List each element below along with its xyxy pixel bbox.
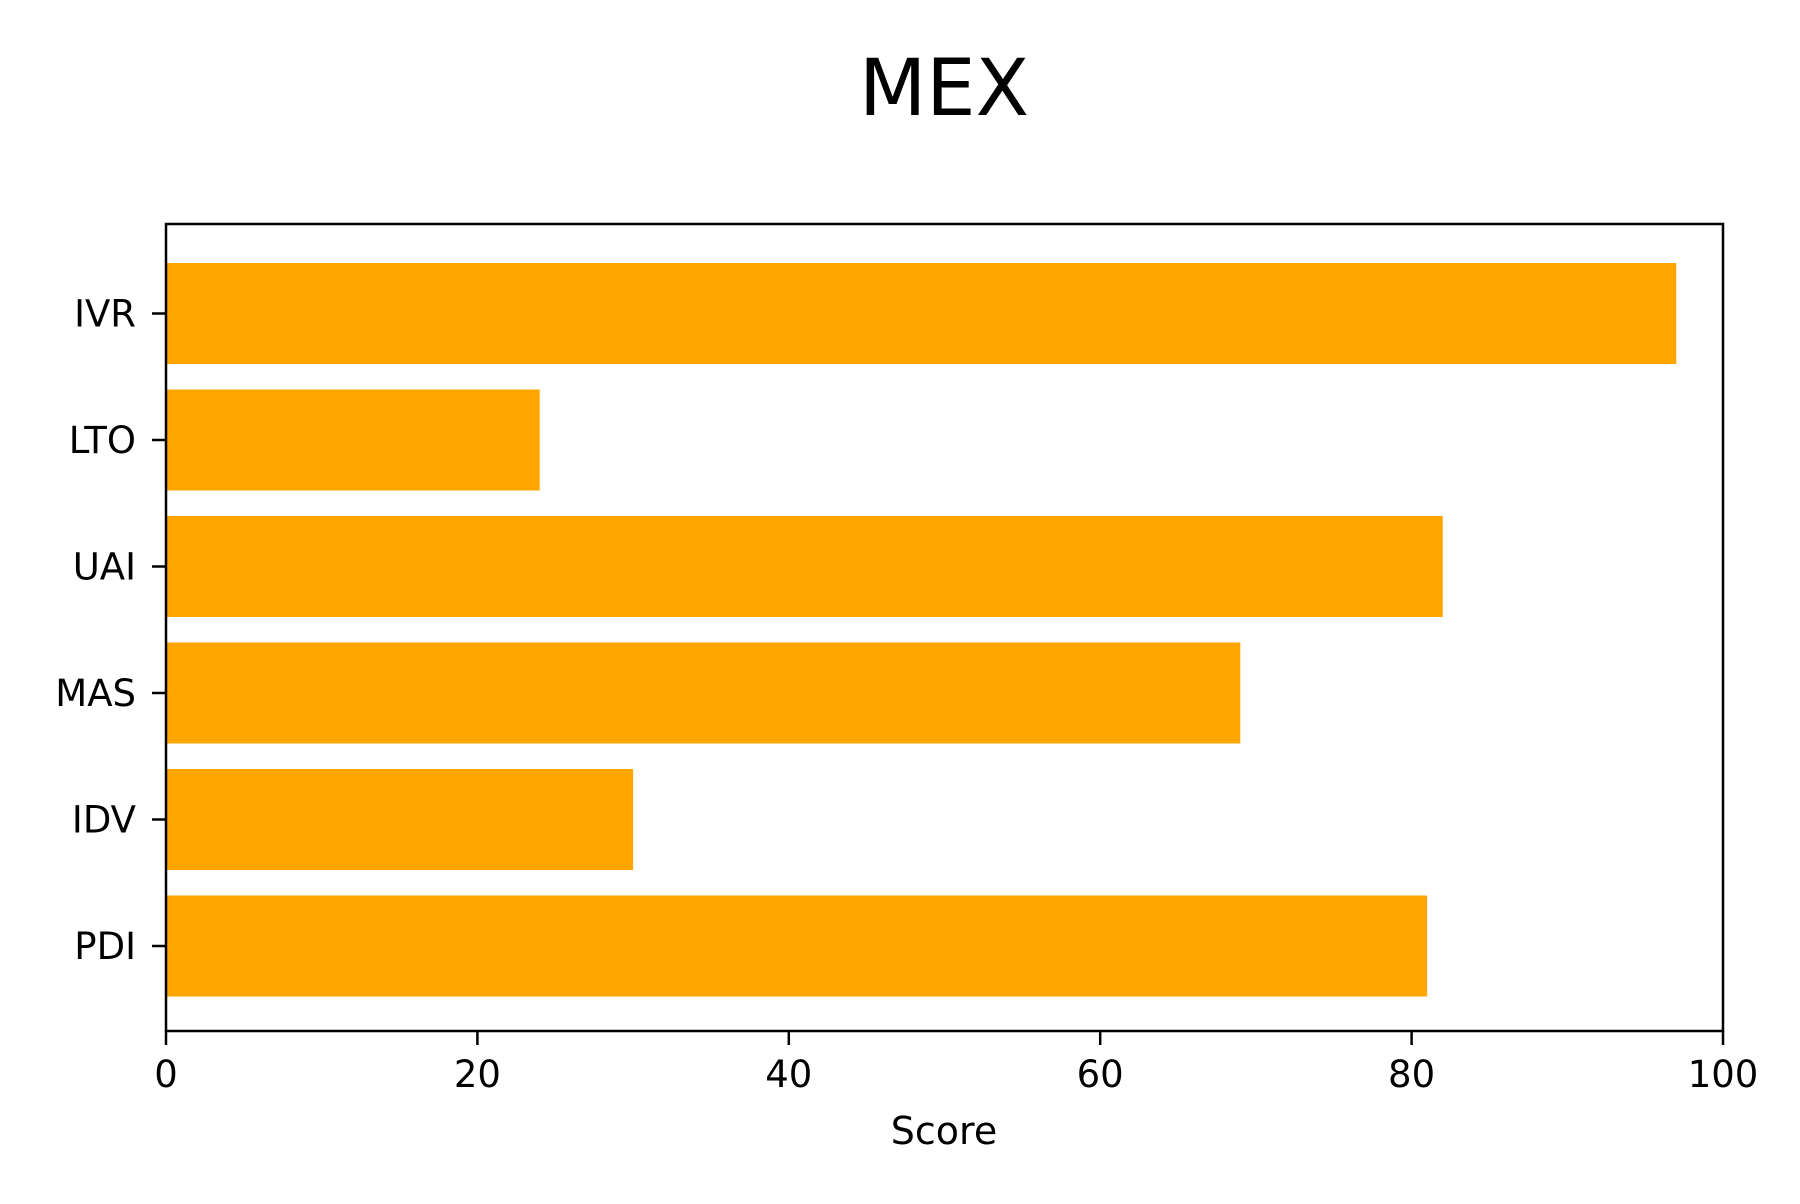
y-tick-label-lto: LTO xyxy=(69,419,136,462)
y-tick-label-uai: UAI xyxy=(73,546,136,589)
x-tick-label-0: 0 xyxy=(154,1053,178,1096)
x-axis: 0 20 40 60 80 100 xyxy=(154,1031,1758,1096)
bar-uai xyxy=(166,516,1443,617)
x-tick-label-100: 100 xyxy=(1688,1053,1759,1096)
x-tick-label-20: 20 xyxy=(454,1053,501,1096)
y-tick-label-idv: IDV xyxy=(72,799,136,842)
bar-pdi xyxy=(166,895,1428,997)
x-tick-label-60: 60 xyxy=(1077,1053,1124,1096)
x-tick-label-40: 40 xyxy=(765,1053,812,1096)
plot-frame xyxy=(164,222,1725,1033)
bar-mas xyxy=(166,642,1241,744)
chart-title: MEX xyxy=(859,44,1029,134)
x-axis-label: Score xyxy=(891,1109,997,1153)
y-tick-label-mas: MAS xyxy=(55,672,136,715)
bars-group xyxy=(166,263,1677,997)
bar-idv xyxy=(166,769,634,870)
x-tick-label-80: 80 xyxy=(1388,1053,1435,1096)
y-tick-label-ivr: IVR xyxy=(74,293,136,336)
y-tick-label-pdi: PDI xyxy=(74,925,136,968)
bar-lto xyxy=(166,389,540,491)
y-axis: PDI IDV MAS UAI LTO IVR xyxy=(55,293,166,968)
bar-ivr xyxy=(166,263,1677,364)
